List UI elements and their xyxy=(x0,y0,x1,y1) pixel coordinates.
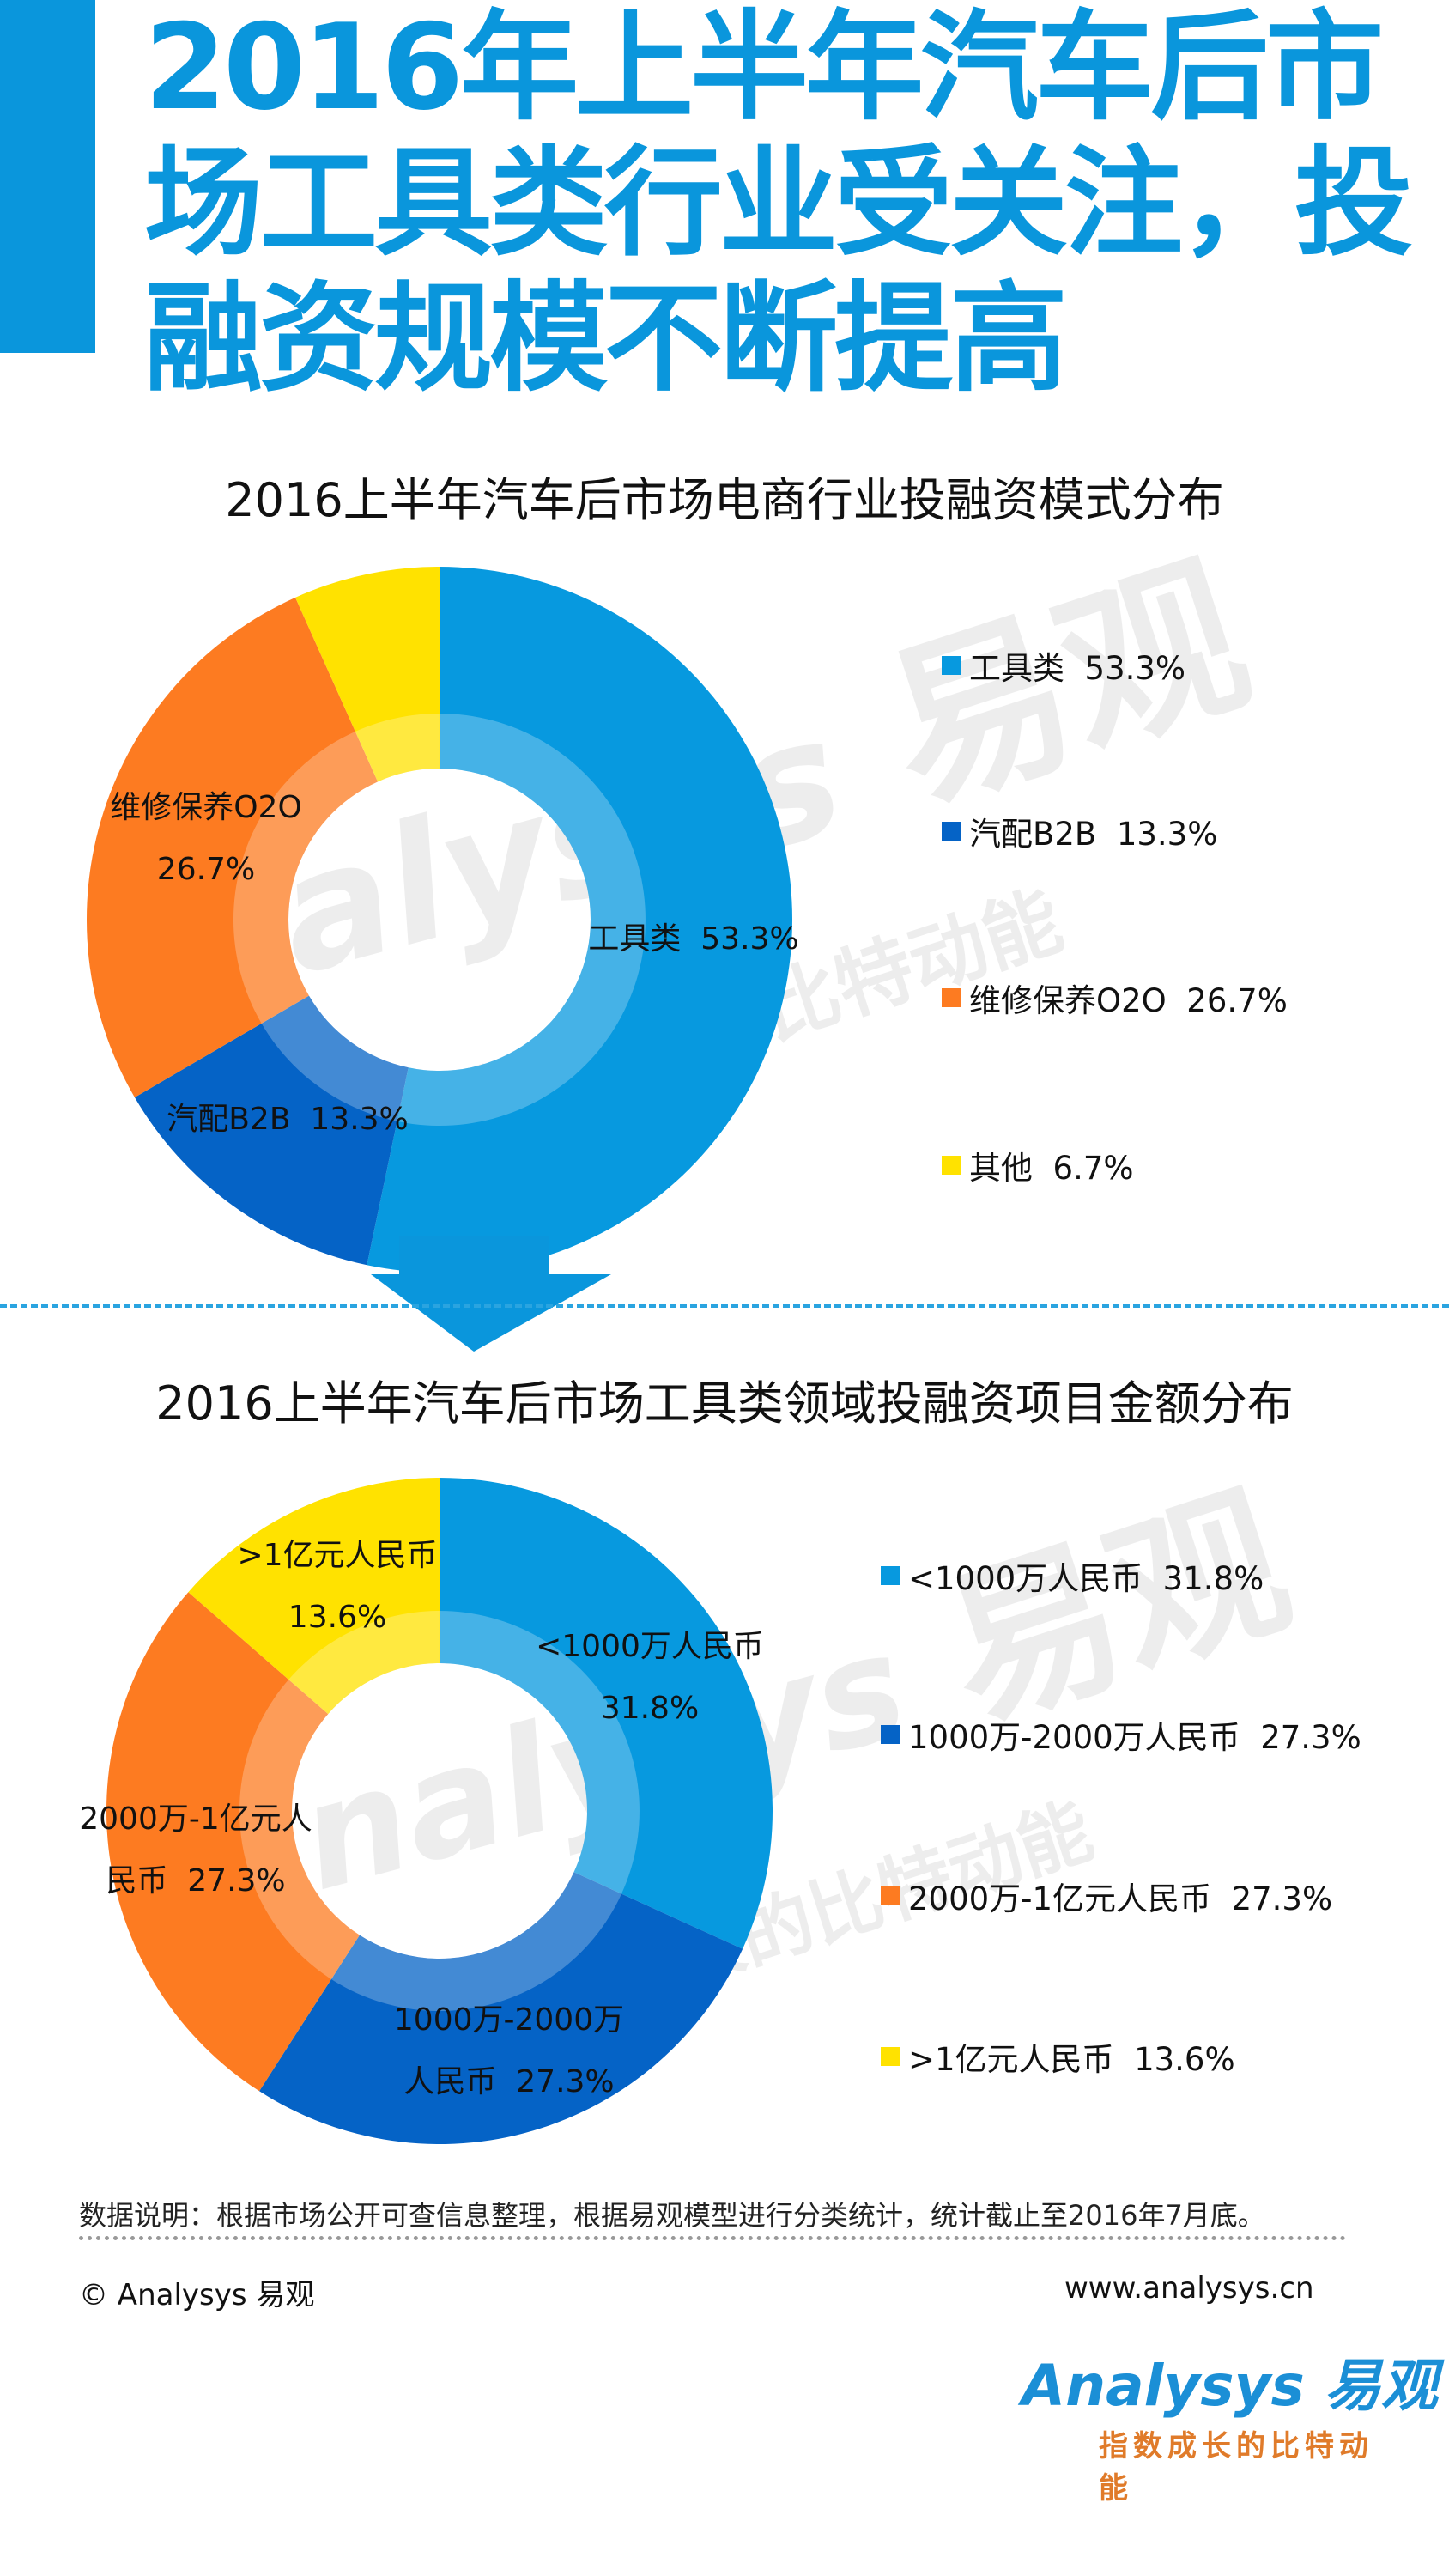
page-title: 2016年上半年汽车后市 场工具类行业受关注，投 融资规模不断提高 xyxy=(144,0,1440,407)
title-line: 融资规模不断提高 xyxy=(144,270,1068,408)
chart2-data-label: 2000万-1亿元人 民币 27.3% xyxy=(79,1801,312,1899)
chart2-legend-item: <1000万人民币 31.8% xyxy=(881,1552,1264,1599)
chart1-donut xyxy=(87,567,792,1273)
chart1-data-label: 维修保养O2O 26.7% xyxy=(110,790,302,887)
chart1-legend-item: 工具类 53.3% xyxy=(942,642,1185,689)
title-line: 2016年上半年汽车后市 xyxy=(144,0,1384,137)
title-line: 场工具类行业受关注，投 xyxy=(144,134,1413,272)
legend-label: 工具类 53.3% xyxy=(969,650,1186,687)
legend-swatch xyxy=(942,1156,961,1175)
donut-slice-1 xyxy=(134,995,409,1266)
chart1-legend-item: 其他 6.7% xyxy=(942,1142,1134,1188)
analysys-logo: Analysys 易观 指数成长的比特动能 xyxy=(1022,2340,1438,2506)
legend-swatch xyxy=(942,656,961,675)
donut-slice-0 xyxy=(440,1478,773,1949)
legend-label: <1000万人民币 31.8% xyxy=(908,1560,1264,1597)
copyright: © Analysys 易观 xyxy=(79,2278,315,2312)
chart1-data-label: 汽配B2B 13.3% xyxy=(167,1102,409,1137)
down-arrow-icon xyxy=(371,1236,611,1352)
chart2-data-label: <1000万人民币 31.8% xyxy=(536,1629,764,1726)
website-link[interactable]: www.analysys.cn xyxy=(1064,2271,1314,2306)
legend-label: 汽配B2B 13.3% xyxy=(969,816,1218,853)
chart1-title: 2016上半年汽车后市场电商行业投融资模式分布 xyxy=(225,473,1224,527)
chart2-data-label: >1亿元人民币 13.6% xyxy=(237,1538,438,1635)
chart2-legend-item: >1亿元人民币 13.6% xyxy=(881,2033,1235,2080)
donut-slice-1 xyxy=(259,1872,743,2144)
footer-divider xyxy=(79,2236,1346,2240)
title-accent-bar xyxy=(0,0,95,353)
legend-label: 1000万-2000万人民币 27.3% xyxy=(908,1719,1361,1756)
donut-slice-2 xyxy=(87,597,379,1097)
legend-swatch xyxy=(881,1886,900,1905)
chart1-legend-item: 维修保养O2O 26.7% xyxy=(942,975,1288,1021)
legend-swatch xyxy=(881,1725,900,1744)
donut-slice-0 xyxy=(367,567,792,1273)
donut-inner-band xyxy=(233,714,646,1126)
legend-swatch xyxy=(881,1566,900,1585)
legend-swatch xyxy=(942,988,961,1007)
chart2-donut xyxy=(106,1478,773,2144)
legend-swatch xyxy=(881,2047,900,2066)
donut-slice-2 xyxy=(106,1592,360,2092)
data-note: 数据说明：根据市场公开可查信息整理，根据易观模型进行分类统计，统计截止至2016… xyxy=(79,2199,1265,2232)
chart2-legend-item: 1000万-2000万人民币 27.3% xyxy=(881,1711,1361,1758)
legend-label: 其他 6.7% xyxy=(969,1150,1134,1187)
legend-label: 2000万-1亿元人民币 27.3% xyxy=(908,1880,1333,1917)
chart1-data-label: 工具类 53.3% xyxy=(588,921,799,957)
chart2-title: 2016上半年汽车后市场工具类领域投融资项目金额分布 xyxy=(155,1376,1294,1431)
donut-slice-3 xyxy=(188,1478,440,1715)
chart2-legend-item: 2000万-1亿元人民币 27.3% xyxy=(881,1873,1332,1919)
section-divider xyxy=(0,1304,1449,1308)
chart2-data-label: 1000万-2000万 人民币 27.3% xyxy=(393,2002,625,2099)
logo-slogan: 指数成长的比特动能 xyxy=(1099,2429,1373,2506)
logo-text: Analysys 易观 xyxy=(1022,2353,1438,2419)
legend-label: 维修保养O2O 26.7% xyxy=(969,982,1288,1019)
donut-slice-3 xyxy=(295,567,440,782)
legend-label: >1亿元人民币 13.6% xyxy=(908,2041,1235,2078)
chart1-legend-item: 汽配B2B 13.3% xyxy=(942,808,1217,854)
legend-swatch xyxy=(942,822,961,841)
